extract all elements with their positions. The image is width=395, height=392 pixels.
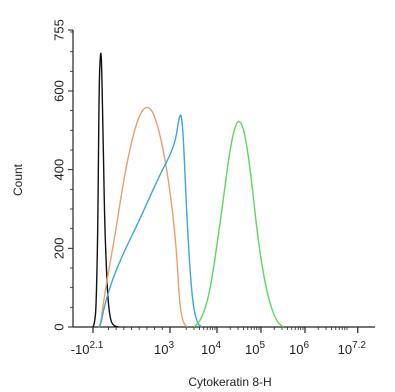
x-axis-label: Cytokeratin 8-H bbox=[188, 375, 271, 389]
x-tick-label: 106 bbox=[289, 340, 309, 357]
x-tick-exponent: 3 bbox=[168, 340, 174, 351]
x-tick-exponent: 5 bbox=[259, 340, 265, 351]
y-axis-label: Count bbox=[11, 163, 25, 196]
series-line-1 bbox=[92, 52, 119, 328]
x-tick-label: 103 bbox=[154, 340, 174, 357]
x-tick-exponent: 2.1 bbox=[89, 340, 103, 351]
x-tick-label: -102.1 bbox=[71, 340, 104, 357]
x-tick-label: 105 bbox=[245, 340, 265, 357]
y-tick-label: 600 bbox=[52, 80, 67, 102]
series-line-4 bbox=[193, 120, 284, 328]
y-axis: 0 200 400 600 755 bbox=[52, 19, 73, 331]
y-tick-label: 0 bbox=[52, 323, 67, 330]
x-tick-label: 104 bbox=[201, 340, 221, 357]
x-tick-exponent: 4 bbox=[215, 340, 221, 351]
x-axis: -102.1 103 104 105 106 107.2 bbox=[71, 327, 367, 357]
x-tick-exponent: 6 bbox=[303, 340, 309, 351]
series-line-3 bbox=[97, 114, 203, 328]
plot-frame bbox=[72, 30, 375, 328]
y-tick-label: 200 bbox=[52, 237, 67, 259]
x-tick-exponent: 7.2 bbox=[352, 340, 366, 351]
series-group bbox=[92, 52, 284, 328]
series-line-2 bbox=[98, 106, 188, 328]
x-tick-label: 107.2 bbox=[338, 340, 367, 357]
y-tick-label: 400 bbox=[52, 159, 67, 181]
y-tick-label: 755 bbox=[52, 19, 67, 41]
